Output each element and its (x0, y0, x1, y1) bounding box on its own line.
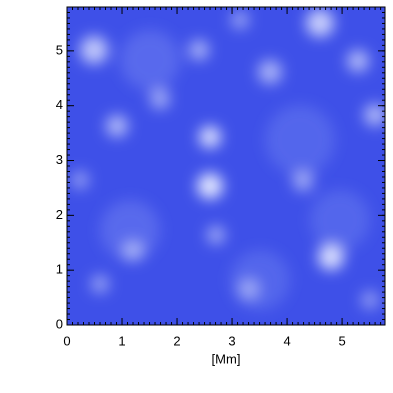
y-tick-label: 5 (56, 42, 63, 57)
image-area (67, 7, 385, 325)
x-tick-label: 3 (228, 333, 235, 348)
y-tick-label: 1 (56, 262, 63, 277)
image-background (67, 7, 385, 325)
y-tick-label: 0 (56, 316, 63, 331)
x-tick-label: 0 (63, 333, 70, 348)
y-tick-label: 2 (56, 207, 63, 222)
x-tick-label: 4 (283, 333, 290, 348)
y-tick-label: 3 (56, 152, 63, 167)
x-tick-label: 1 (118, 333, 125, 348)
x-tick-label: 2 (173, 333, 180, 348)
x-tick-label: 5 (338, 333, 345, 348)
x-axis-label: [Mm] (212, 351, 241, 366)
y-tick-label: 4 (56, 97, 63, 112)
brightness-pattern (71, 9, 385, 310)
